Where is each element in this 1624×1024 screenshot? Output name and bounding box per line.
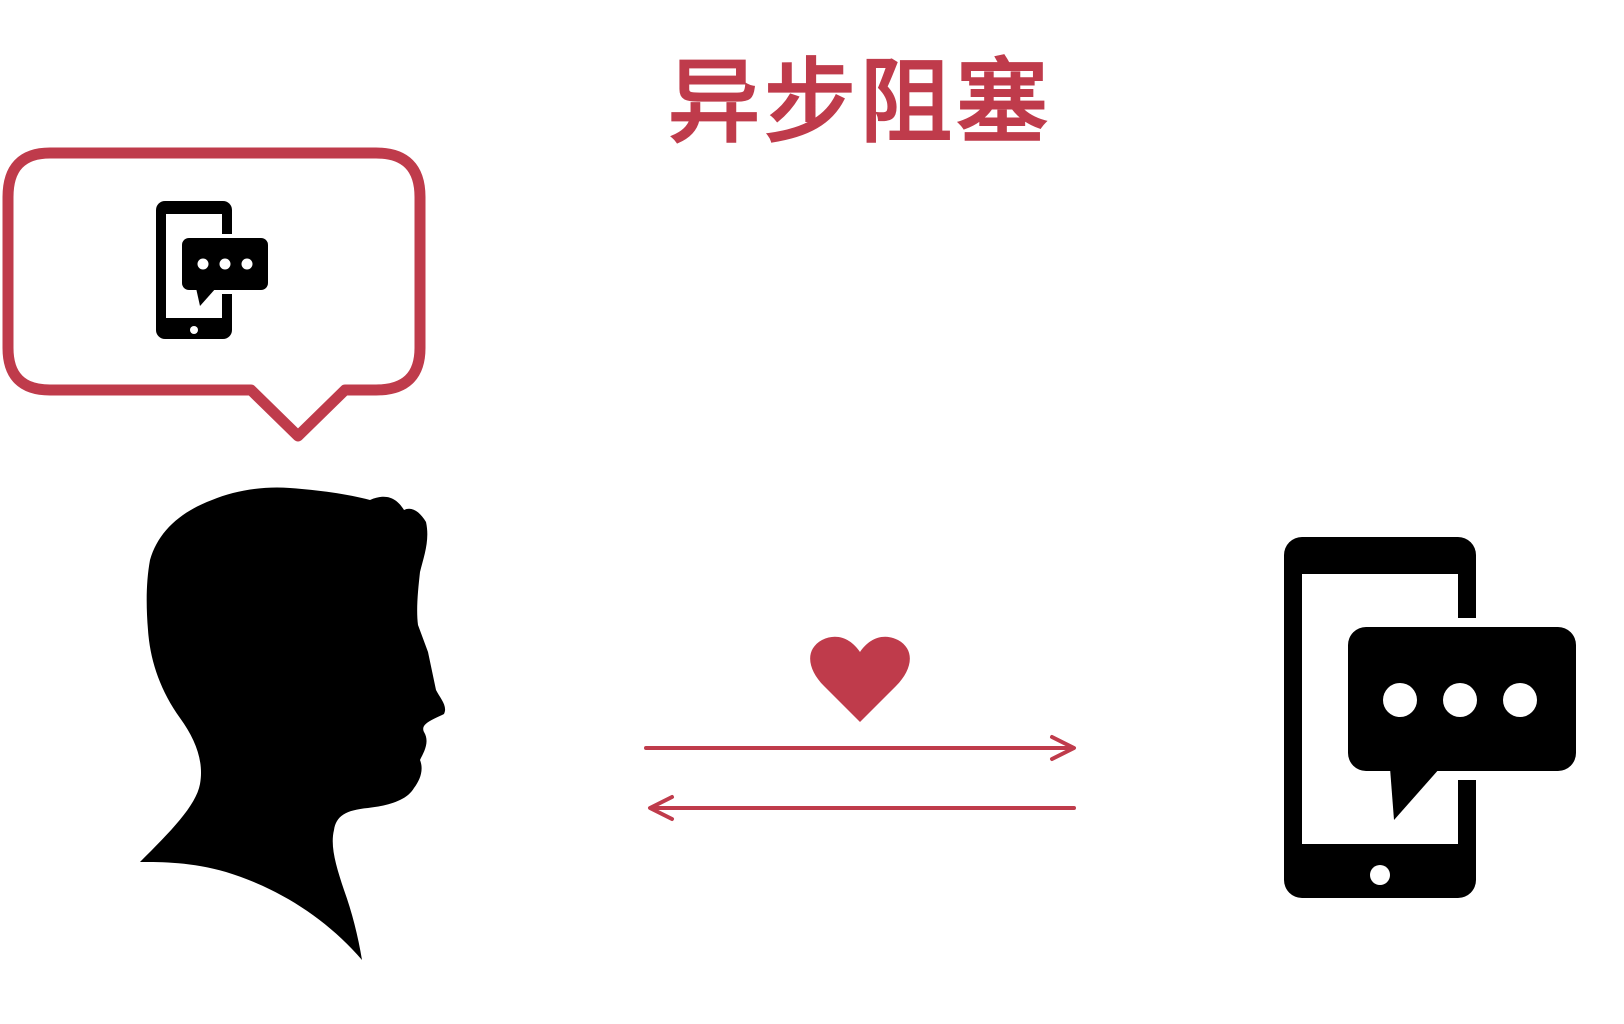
request-arrow-icon — [644, 735, 1076, 761]
response-arrow-icon — [648, 795, 1076, 821]
heart-icon — [810, 636, 910, 722]
device-phone-chat-icon — [1284, 537, 1586, 898]
bubble-phone-chat-icon — [156, 201, 273, 339]
person-silhouette-icon — [140, 487, 446, 960]
diagram-title: 异步阻塞 — [667, 49, 1052, 156]
